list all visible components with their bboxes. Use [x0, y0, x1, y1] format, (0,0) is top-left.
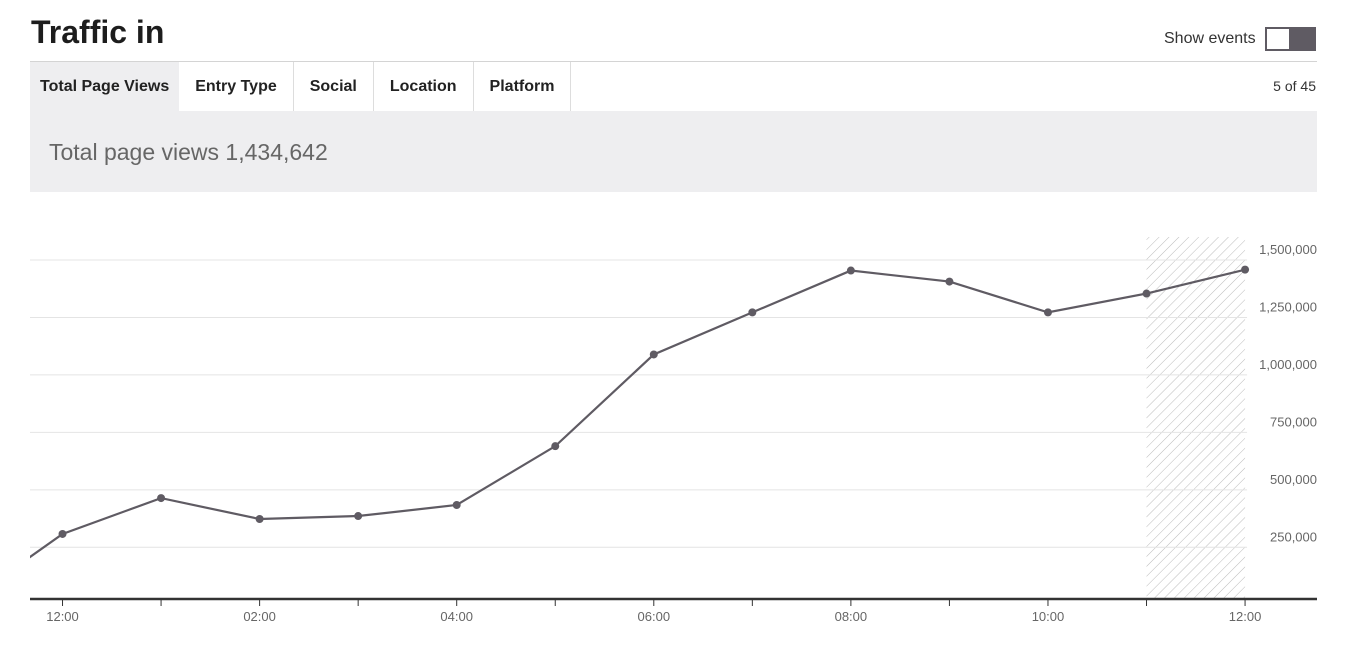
y-tick-label: 750,000 [1270, 414, 1317, 429]
x-tick-label: 10:00 [1032, 609, 1065, 624]
tab[interactable]: Social [294, 62, 374, 111]
point [1142, 289, 1151, 298]
point [551, 442, 560, 451]
toggle-label: Show events [1164, 30, 1256, 47]
x-tick-label: 12:00 [1229, 609, 1262, 624]
events-toggle[interactable] [1265, 27, 1316, 51]
tab[interactable]: Platform [474, 62, 572, 111]
tab[interactable]: Entry Type [179, 62, 294, 111]
shaded-region [1146, 237, 1246, 599]
toggle-knob [1267, 29, 1289, 49]
tab-bar: Total Page Views Entry Type Social Locat… [30, 62, 572, 111]
y-tick-label: 1,500,000 [1259, 242, 1317, 257]
point [1043, 308, 1052, 317]
point [846, 266, 855, 275]
x-tick-label: 04:00 [440, 609, 473, 624]
tab[interactable]: Total Page Views [30, 62, 180, 111]
point [9, 565, 17, 573]
summary-panel: Total page views 1,434,642 [30, 111, 1317, 192]
pager: 5 of 45 [1273, 78, 1316, 94]
divider [30, 61, 1317, 62]
plot-area [9, 265, 1250, 573]
x-tick-label: 02:00 [243, 609, 276, 624]
point [255, 515, 264, 524]
line [30, 268, 1246, 559]
point [748, 308, 757, 317]
y-tick-label: 500,000 [1270, 472, 1317, 487]
x-tick-label: 08:00 [835, 609, 868, 624]
x-tick-label: 12:00 [46, 609, 79, 624]
y-tick-label: 1,250,000 [1259, 299, 1317, 314]
point [649, 350, 658, 359]
point [945, 277, 954, 286]
point [452, 500, 461, 509]
y-tick-label: 1,000,000 [1259, 357, 1317, 372]
x-tick-label: 06:00 [638, 609, 671, 624]
point [157, 494, 166, 503]
point [1241, 265, 1250, 274]
point [354, 512, 363, 521]
summary-text: Total page views 1,434,642 [49, 139, 328, 165]
y-tick-label: 250,000 [1270, 529, 1317, 544]
page-title: Traffic in [31, 14, 165, 50]
point [58, 529, 67, 538]
tab[interactable]: Location [374, 62, 474, 111]
